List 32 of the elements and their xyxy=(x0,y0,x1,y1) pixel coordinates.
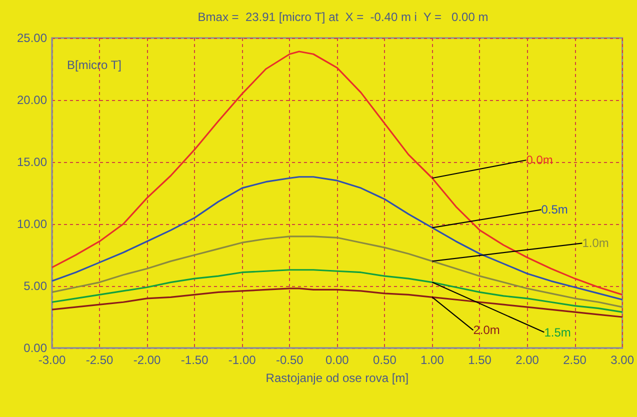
text: 1.0m xyxy=(582,236,609,250)
x-tick-label: 0.50 xyxy=(373,353,397,367)
line-series xyxy=(51,176,624,300)
x-tick-label: 2.00 xyxy=(516,353,540,367)
text: 0.5m xyxy=(541,202,568,217)
x-tick-label: -1.50 xyxy=(180,353,209,367)
y-tick-label: 20.00 xyxy=(16,93,48,107)
x-tick-label: 1.00 xyxy=(420,353,444,367)
text: 0.0m xyxy=(526,153,553,168)
y-tick-label: 10.00 xyxy=(16,217,48,231)
x-tick-label: 3.00 xyxy=(610,353,634,367)
line-series xyxy=(51,236,624,308)
line-series xyxy=(51,269,624,313)
x-tick-label: -0.50 xyxy=(276,353,304,367)
y-axis-title: B[micro T] xyxy=(67,58,122,72)
series-label: 1.5m xyxy=(544,325,571,340)
x-tick-label: 0.00 xyxy=(325,353,350,367)
y-tick-label: 5.00 xyxy=(24,279,48,293)
y-tick-label: 15.00 xyxy=(16,155,48,169)
y-tick-label: 25.00 xyxy=(16,31,48,45)
x-tick-label: -2.00 xyxy=(133,353,162,367)
x-tick-label: 2.50 xyxy=(563,353,587,367)
chart-title: Bmax = 23.91 [micro T] at X = -0.40 m i Y = 0.00 m xyxy=(198,10,488,24)
line-series xyxy=(51,288,624,318)
series-label: 2.0m xyxy=(473,323,500,338)
y-tick-label: 0.00 xyxy=(24,341,48,355)
x-tick-label: 1.50 xyxy=(468,353,492,367)
x-tick-label: -1.00 xyxy=(228,353,256,367)
x-axis-title: Rastojanje od ose rova [m] xyxy=(266,371,409,385)
x-tick-label: -3.00 xyxy=(38,353,66,367)
line-series xyxy=(51,50,624,296)
x-tick-label: -2.50 xyxy=(86,353,114,367)
